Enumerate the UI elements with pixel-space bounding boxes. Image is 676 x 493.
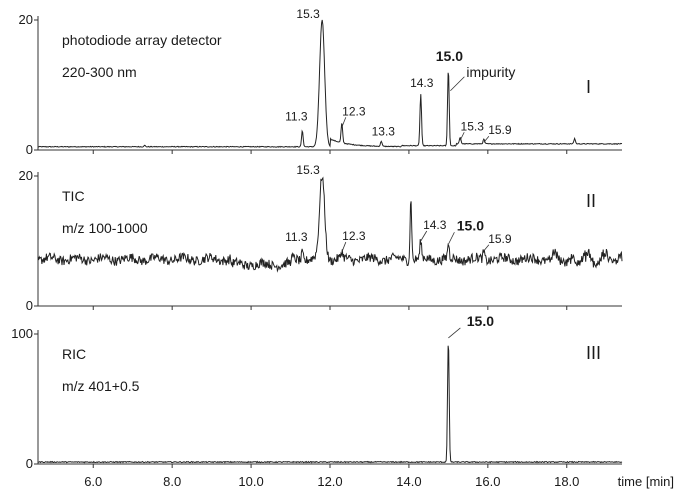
peak-leader [341,117,347,128]
x-tick-label: 16.0 [475,474,500,489]
impurity-leader [450,76,465,92]
peak-label-15-0: 15.0 [467,313,494,329]
x-tick-label: 14.0 [396,474,421,489]
peak-label-15-3: 15.3 [461,119,485,133]
peak-label-13-3: 13.3 [372,125,396,139]
peak-label-15-3: 15.3 [296,163,320,177]
peak-label-15-0: 15.0 [436,48,463,64]
y-tick-label: 20 [19,168,33,183]
peak-label-11-3: 11.3 [285,110,308,124]
panel-subtitle: m/z 401+0.5 [62,378,140,394]
trace-II [37,176,623,273]
peak-leader [459,132,465,141]
y-tick-label: 0 [26,142,33,157]
y-tick-label: 0 [26,456,33,471]
panel-numeral: I [586,77,591,97]
panel-title: TIC [62,188,85,204]
peak-label-12-3: 12.3 [342,229,366,243]
peak-label-15-0: 15.0 [457,217,484,233]
peak-leader [483,244,490,252]
peak-leader [448,232,455,245]
panel-numeral: II [586,191,596,211]
x-tick-label: 12.0 [317,474,342,489]
panel-numeral: III [586,343,601,363]
panel-subtitle: m/z 100-1000 [62,220,148,236]
panel-title: RIC [62,346,86,362]
peak-label-15-9: 15.9 [488,232,512,246]
impurity-annotation: impurity [466,64,515,80]
peak-label-11-3: 11.3 [285,230,308,244]
time-axis: 6.0 8.0 10.0 12.0 14.0 16.0 18.0 time [min] [84,474,674,489]
x-axis-label: time [min] [618,474,674,489]
panel-II: 0 20 11.3 15.3 12.3 14.3 15.0 15.9 TIC m/z 100-10… [19,163,623,313]
peak-leader [420,230,428,242]
x-tick-label: 10.0 [238,474,263,489]
panel-subtitle: 220-300 nm [62,64,137,80]
peak-label-14-3: 14.3 [410,76,434,90]
x-tick-label: 18.0 [554,474,579,489]
peak-label-12-3: 12.3 [342,104,366,118]
y-tick-label: 100 [11,326,33,341]
peak-label-14-3: 14.3 [423,218,447,232]
panel-III: 0 100 15.0 RIC m/z 401+0.5 III [11,313,623,471]
peak-leader [341,241,347,253]
peak-label-15-3: 15.3 [296,7,320,21]
x-tick-label: 8.0 [163,474,181,489]
trace-III [37,345,623,464]
y-tick-label: 20 [19,12,33,27]
trace-I [37,19,623,148]
peak-label-15-9: 15.9 [488,123,512,137]
x-tick-label: 6.0 [84,474,102,489]
y-tick-label: 0 [26,298,33,313]
peak-leader [448,327,461,339]
panel-title: photodiode array detector [62,32,222,48]
peak-leader [483,135,490,143]
